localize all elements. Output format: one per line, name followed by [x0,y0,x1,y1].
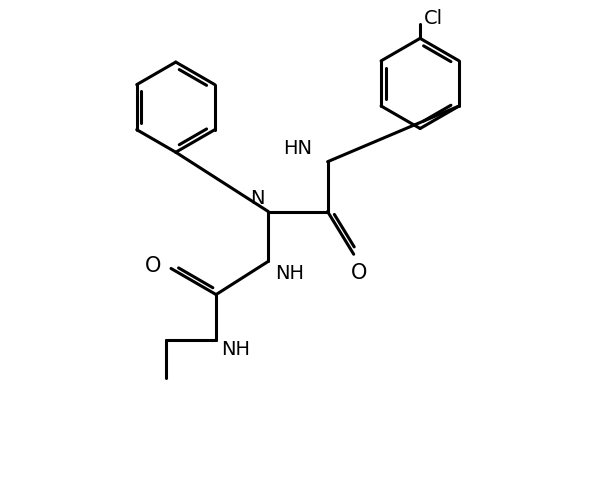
Text: O: O [145,256,162,276]
Text: Cl: Cl [424,9,443,28]
Text: HN: HN [283,139,312,158]
Text: NH: NH [221,340,250,359]
Text: NH: NH [276,264,305,283]
Text: N: N [250,189,265,208]
Text: O: O [351,263,368,283]
